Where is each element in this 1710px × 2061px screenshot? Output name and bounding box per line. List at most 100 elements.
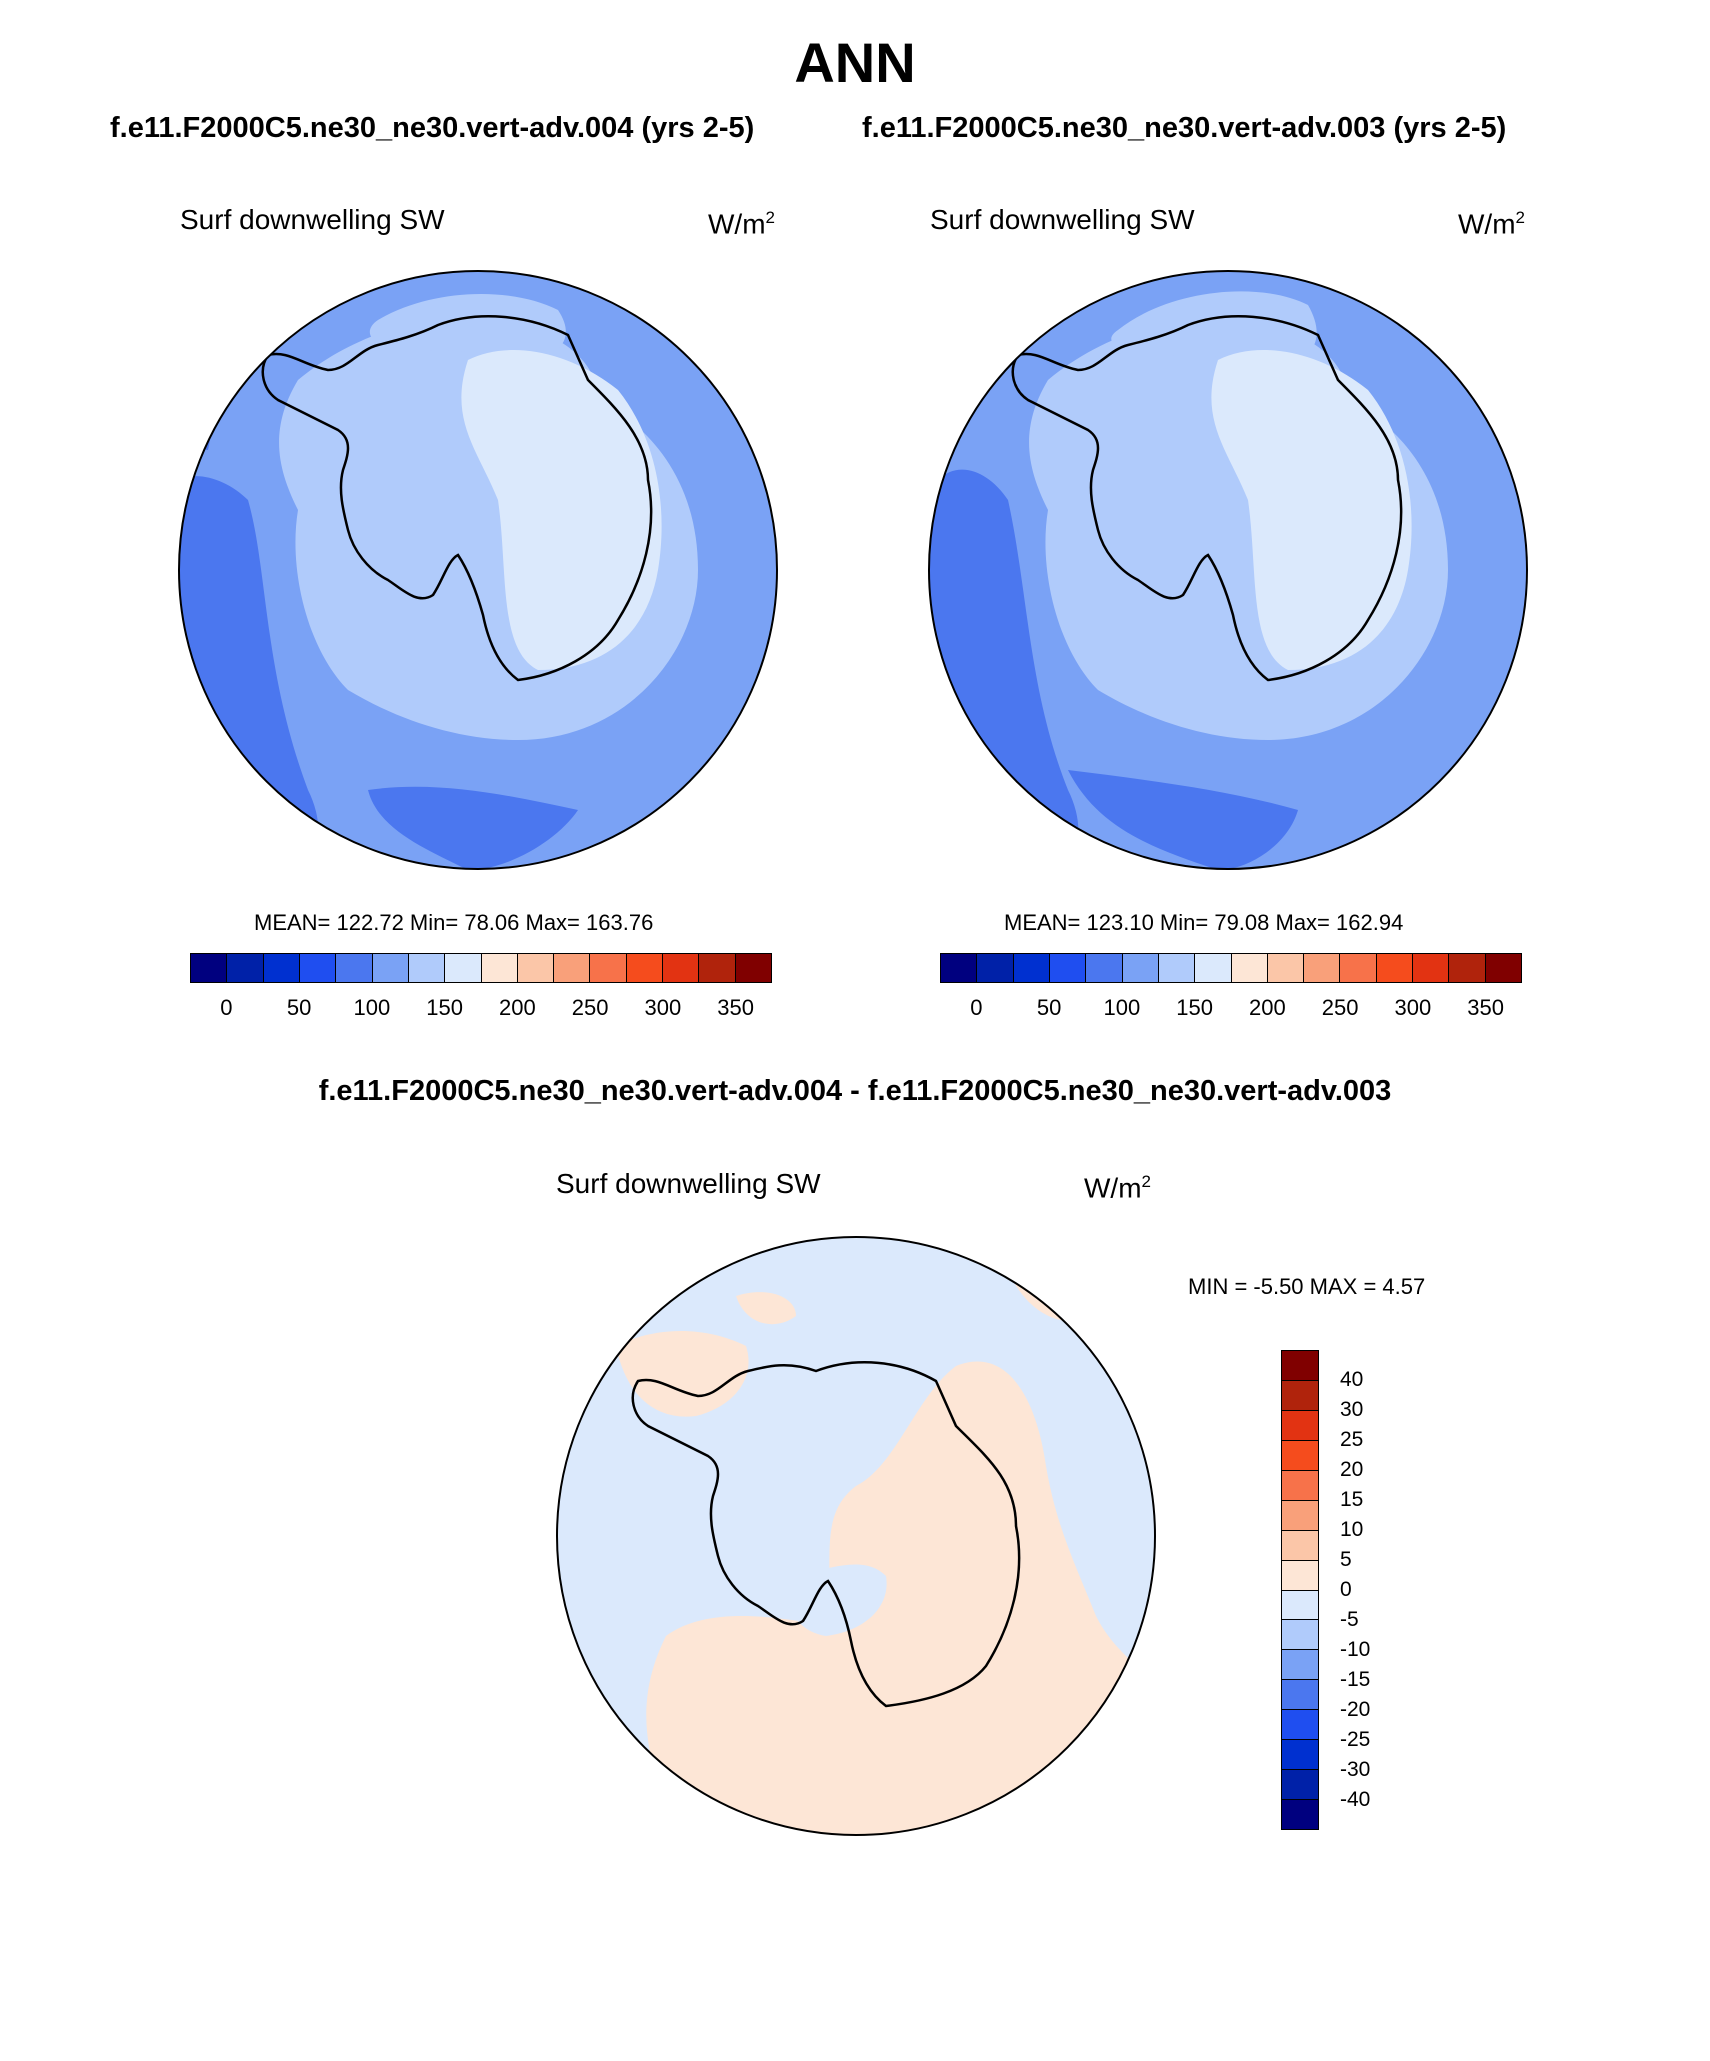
colorbar-swatch [1282,1440,1318,1471]
colorbar-swatch [735,954,771,982]
panel2-stats: MEAN= 123.10 Min= 79.08 Max= 162.94 [1004,910,1404,935]
colorbar-tick-label: 150 [1176,995,1213,1020]
colorbar-swatch [263,954,300,982]
colorbar-tick-label: 0 [1340,1578,1352,1601]
panel1-map-border [178,270,778,870]
colorbar-tick-label: 350 [1467,995,1504,1020]
panel1-mid-sw-north [369,293,566,360]
panel1-variable-label: Surf downwelling SW [180,204,445,235]
colorbar-swatch [1449,954,1486,982]
colorbar-swatch [1013,954,1050,982]
panel2-units: W/m2 [1458,208,1525,240]
case-title-left: f.e11.F2000C5.ne30_ne30.vert-adv.004 (yr… [110,112,755,144]
colorbar-swatch [1282,1710,1318,1741]
colorbar-swatch [1413,954,1450,982]
panel2-variable-label: Surf downwelling SW [930,204,1195,235]
colorbar-tick-label: 100 [1103,995,1141,1020]
colorbar-tick-label: 350 [717,995,754,1020]
diff-positive-region-main [646,1361,1155,1835]
diff-colorbar [1281,1350,1319,1830]
colorbar-swatch [1282,1560,1318,1591]
colorbar-tick-label: 200 [1249,995,1286,1020]
panel2-low-sw-band-south [1068,770,1298,869]
panel1-high-sw-plateau [461,350,662,670]
colorbar-swatch [1282,1770,1318,1801]
colorbar-swatch [1282,1500,1318,1531]
colorbar-swatch [1122,954,1159,982]
colorbar-swatch [372,954,409,982]
colorbar-tick-label: 0 [970,995,983,1020]
colorbar-swatch [445,954,482,982]
colorbar-tick-label: -25 [1340,1728,1371,1751]
colorbar-tick-label: 250 [1321,995,1359,1020]
colorbar-swatch [663,954,700,982]
colorbar-tick-label: -30 [1340,1758,1371,1781]
case-title-right: f.e11.F2000C5.ne30_ne30.vert-adv.003 (yr… [862,112,1507,144]
colorbar-tick-label: -20 [1340,1698,1371,1721]
colorbar-swatch [517,954,555,982]
colorbar-swatch [941,954,978,982]
difference-title: f.e11.F2000C5.ne30_ne30.vert-adv.004 - f… [318,1075,1392,1107]
diff-coastline [631,1361,1021,1708]
colorbar-swatch [1231,954,1268,982]
colorbar-swatch [699,954,736,982]
colorbar-tick-label: 15 [1340,1488,1364,1511]
colorbar-tick-label: -5 [1340,1608,1359,1631]
colorbar-tick-label: 40 [1340,1368,1364,1391]
diff-minmax: MIN = -5.50 MAX = 4.57 [1188,1274,1426,1299]
colorbar-swatch [408,954,446,982]
diff-positive-region-north [736,1292,796,1325]
panel1-units: W/m2 [708,208,775,240]
colorbar-swatch [554,954,591,982]
colorbar-swatch [1304,954,1341,982]
colorbar-tick-label: 50 [286,995,312,1020]
colorbar-swatch [1282,1530,1318,1561]
diff-units: W/m2 [1084,1172,1151,1204]
colorbar-swatch [977,954,1014,982]
colorbar-swatch [626,954,664,982]
colorbar-tick-label: 300 [644,995,682,1020]
colorbar-tick-label: -10 [1340,1638,1371,1661]
panel2-low-sw-edge [929,376,968,440]
diff-polar-map [556,1236,1156,1836]
panel1-polar-map [178,270,778,870]
colorbar-swatch [1049,954,1087,982]
diff-positive-region-west [616,1331,749,1417]
colorbar-tick-label: 20 [1340,1458,1364,1481]
panel2-mid-sw-north [1111,291,1317,365]
panel2-colorbar [940,953,1522,983]
colorbar-tick-label: 150 [426,995,463,1020]
panel1-colorbar [190,953,772,983]
colorbar-swatch [191,954,228,982]
colorbar-tick-label: 5 [1340,1548,1352,1571]
colorbar-swatch [1485,954,1521,982]
colorbar-tick-label: 10 [1340,1518,1364,1541]
colorbar-swatch [1195,954,1232,982]
diff-map-border [556,1236,1156,1836]
colorbar-tick-label: 30 [1340,1398,1364,1421]
colorbar-swatch [336,954,373,982]
colorbar-swatch [299,954,337,982]
colorbar-swatch [1282,1620,1318,1651]
colorbar-swatch [481,954,518,982]
colorbar-tick-label: 300 [1394,995,1432,1020]
panel2-map-border [928,270,1528,870]
colorbar-swatch [1282,1470,1318,1501]
panel2-high-sw-plateau [1211,350,1412,670]
colorbar-swatch [1282,1740,1318,1771]
colorbar-tick-label: -15 [1340,1668,1371,1691]
colorbar-swatch [1282,1590,1318,1621]
figure-title: ANN [794,31,916,94]
colorbar-tick-label: -40 [1340,1788,1371,1811]
colorbar-tick-label: 250 [571,995,609,1020]
colorbar-swatch [1282,1410,1318,1441]
colorbar-swatch [1282,1680,1318,1711]
diff-variable-label: Surf downwelling SW [556,1168,821,1199]
colorbar-swatch [1376,954,1414,982]
colorbar-tick-label: 100 [353,995,391,1020]
colorbar-swatch [1282,1380,1318,1411]
colorbar-swatch [227,954,264,982]
colorbar-swatch [1282,1650,1318,1681]
colorbar-swatch [1267,954,1305,982]
colorbar-swatch [1282,1800,1318,1829]
